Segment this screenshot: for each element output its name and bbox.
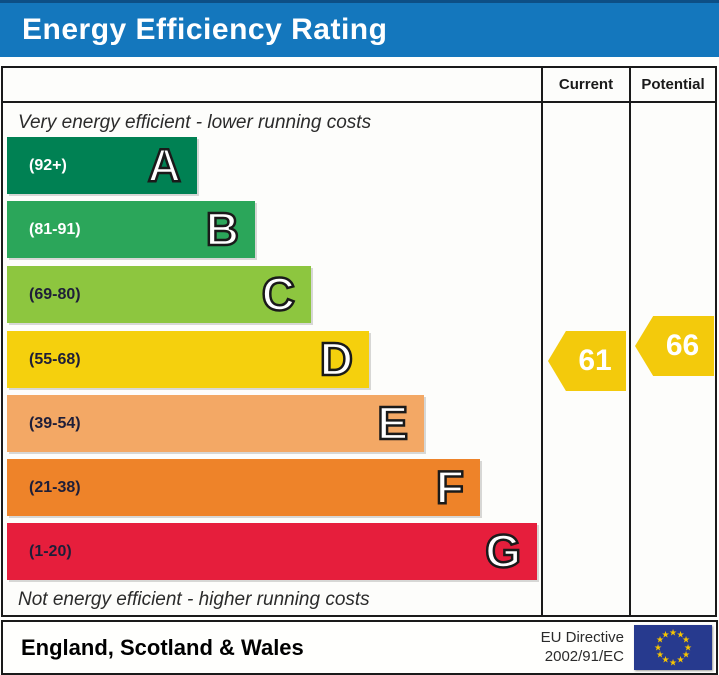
band-b-range: (81-91) [29,220,81,238]
current-rating-value: 61 [578,344,612,377]
potential-rating-value: 66 [665,329,700,362]
top-caption: Very energy efficient - lower running co… [18,112,372,133]
potential-column-divider [629,68,631,615]
page-title: Energy Efficiency Rating [22,13,388,46]
band-g-letter: G [484,523,522,578]
band-d: (55-68) D [7,331,369,388]
band-f-range: (21-38) [29,478,81,496]
band-c: (69-80) C [7,266,311,323]
band-b-letter: B [205,201,241,256]
band-e-letter: E [376,395,409,449]
eu-flag-star: ★ [676,629,685,639]
eu-flag-star: ★ [661,654,670,665]
bottom-caption: Not energy efficient - higher running co… [18,589,370,610]
eu-flag-icon: ★ ★ ★ ★ ★ ★ ★ ★ ★ ★ ★ ★ [634,625,712,670]
band-g: (1-20) G [7,523,537,580]
band-a-range: (92+) [29,156,67,174]
band-a-letter: A [147,137,183,192]
header-divider-line [3,101,715,103]
rating-table: Current Potential Very energy efficient … [1,66,717,617]
eu-flag-star: ★ [655,634,665,645]
band-e: (39-54) E [7,395,424,452]
eu-flag-star: ★ [668,627,678,637]
band-a: (92+) A [7,137,197,194]
footer-region-label: England, Scotland & Wales [21,634,304,660]
eu-flag-star: ★ [683,642,693,652]
eu-flag-star: ★ [681,634,691,645]
current-rating-arrow: 61 [548,331,626,391]
eu-directive-label: EU Directive 2002/91/EC [540,628,624,665]
band-f-letter: F [435,459,466,513]
eu-flag-star: ★ [681,649,691,660]
potential-rating-arrow: 66 [635,316,714,376]
title-bar: Energy Efficiency Rating [0,0,719,57]
footer-bar: England, Scotland & Wales EU Directive 20… [1,620,718,675]
current-column-header: Current [558,76,614,93]
eu-flag-star: ★ [661,629,670,639]
band-e-range: (39-54) [29,414,81,432]
band-g-range: (1-20) [29,542,72,560]
band-c-letter: C [261,266,297,320]
eu-flag-star: ★ [653,642,663,652]
current-column-divider [541,68,543,615]
potential-column-header: Potential [641,76,705,93]
band-f: (21-38) F [7,459,480,516]
eu-flag-star: ★ [676,654,685,665]
band-c-range: (69-80) [29,285,81,303]
band-b: (81-91) B [7,201,255,258]
eu-flag-star: ★ [668,657,678,667]
band-d-letter: D [319,331,355,385]
eu-flag-star: ★ [655,649,665,660]
band-d-range: (55-68) [29,350,81,368]
